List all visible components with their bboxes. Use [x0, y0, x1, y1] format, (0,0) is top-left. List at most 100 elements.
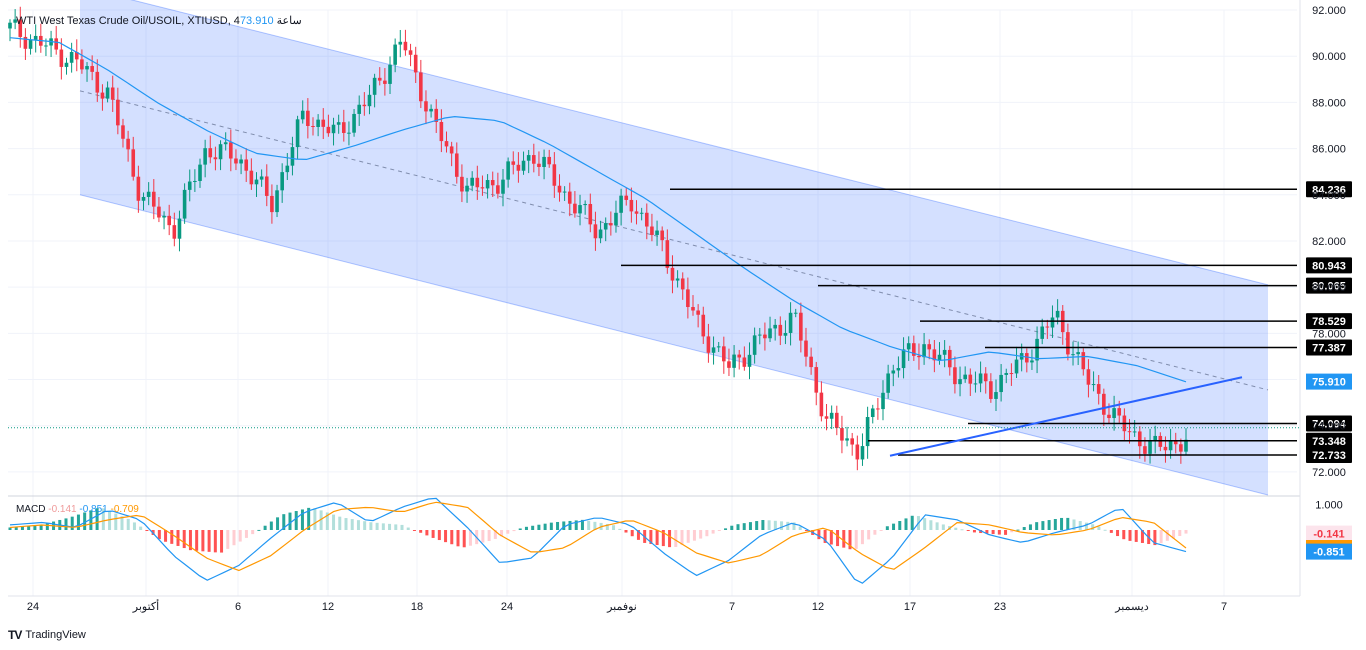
macd-histogram-bar: [468, 530, 472, 546]
macd-histogram-bar: [923, 518, 927, 530]
macd-histogram-bar: [244, 530, 248, 538]
macd-histogram-bar: [356, 520, 360, 530]
candle-body: [136, 176, 141, 201]
candle-body: [614, 212, 618, 226]
candle-body: [362, 104, 367, 107]
macd-histogram-bar: [251, 530, 255, 535]
macd-histogram-bar: [966, 530, 970, 531]
candle-body: [942, 349, 947, 355]
macd-histogram-bar: [450, 530, 454, 545]
macd-histogram-bar: [580, 519, 584, 530]
macd-histogram-bar: [369, 522, 373, 530]
macd-histogram-bar: [556, 521, 560, 530]
candle-body: [655, 230, 659, 235]
macd-histogram-bar: [1084, 522, 1088, 530]
candle-body: [465, 185, 469, 192]
macd-histogram-bar: [307, 507, 311, 530]
macd-histogram-bar: [1053, 519, 1057, 530]
candle-body: [1132, 431, 1137, 433]
macd-histogram-bar: [462, 530, 466, 548]
macd-histogram-bar: [960, 529, 964, 531]
macd-histogram-bar: [381, 523, 385, 530]
candle-body: [444, 141, 449, 147]
candle-body: [583, 203, 587, 206]
candle-body: [1009, 373, 1014, 375]
macd-histogram-bar: [568, 520, 572, 530]
candle-body: [316, 119, 320, 128]
macd-histogram-bar: [1172, 530, 1176, 539]
candle-body: [454, 153, 459, 177]
candle-body: [234, 158, 238, 164]
candle-body: [516, 164, 521, 171]
candle-body: [33, 35, 38, 40]
macd-histogram-bar: [724, 528, 728, 530]
candle-body: [870, 408, 875, 417]
regression-channel-fill: [80, 0, 1268, 495]
macd-histogram-bar: [8, 527, 12, 530]
candle-body: [634, 211, 639, 214]
candle-body: [162, 215, 166, 218]
candle-body: [891, 370, 896, 374]
level-price-label: 73.348: [1312, 436, 1346, 448]
candle-body: [54, 38, 59, 50]
candle-body: [223, 142, 228, 145]
macd-histogram-bar: [1116, 530, 1120, 537]
macd-histogram-bar: [257, 529, 261, 531]
candle-body: [151, 191, 156, 207]
candle-body: [963, 374, 967, 380]
price-axis-tick: 84.000: [1312, 190, 1346, 202]
candle-body: [449, 146, 454, 154]
macd-histogram-bar: [636, 530, 640, 540]
macd-histogram-bar: [1097, 526, 1101, 530]
macd-histogram-bar: [736, 524, 740, 530]
candle-body: [922, 344, 926, 358]
price-axis-tick: 88.000: [1312, 97, 1346, 109]
candle-body: [742, 357, 747, 367]
macd-histogram-bar: [201, 530, 205, 552]
macd-histogram-bar: [338, 516, 342, 530]
macd-histogram-bar: [493, 530, 497, 539]
candle-body: [578, 205, 582, 214]
candle-body: [311, 125, 315, 128]
level-price-tag: [1306, 277, 1352, 294]
macd-histogram-bar: [313, 508, 317, 530]
candle-body: [593, 224, 598, 239]
macd-histogram-bar: [188, 530, 192, 551]
price-axis-tick: 86.000: [1312, 144, 1346, 156]
macd-histogram-bar: [997, 530, 1001, 535]
level-price-tag: [1306, 415, 1352, 432]
candle-body: [799, 312, 803, 341]
candle-body: [737, 354, 742, 358]
macd-histogram-bar: [879, 530, 883, 531]
candle-body: [860, 446, 865, 460]
candle-body: [64, 62, 69, 67]
candle-body: [573, 203, 577, 214]
candle-body: [167, 215, 171, 226]
candle-body: [218, 144, 223, 160]
candle-body: [110, 87, 115, 100]
candle-body: [270, 195, 274, 213]
macd-histogram-bar: [904, 518, 908, 530]
level-price-tag: [1306, 313, 1352, 330]
tradingview-logo-icon: TV: [8, 628, 22, 642]
level-price-label: 80.943: [1312, 260, 1346, 272]
macd-histogram-bar: [985, 530, 989, 534]
macd-legend-signal: -0.709: [110, 504, 139, 515]
macd-histogram-bar: [213, 530, 217, 553]
candle-body: [927, 344, 932, 350]
tradingview-brand[interactable]: TV TradingView: [8, 628, 86, 642]
candle-body: [629, 199, 634, 212]
candle-body: [1055, 310, 1060, 318]
candle-body: [470, 177, 474, 186]
candle-body: [958, 379, 962, 385]
candle-body: [1040, 326, 1045, 339]
candle-body: [408, 50, 413, 55]
macd-histogram-bar: [618, 528, 622, 530]
candle-body: [532, 155, 536, 164]
candle-body: [1184, 439, 1188, 452]
candle-body: [13, 19, 17, 23]
macd-histogram-bar: [1178, 530, 1182, 536]
candle-body: [1071, 354, 1075, 356]
candle-body: [773, 324, 777, 329]
